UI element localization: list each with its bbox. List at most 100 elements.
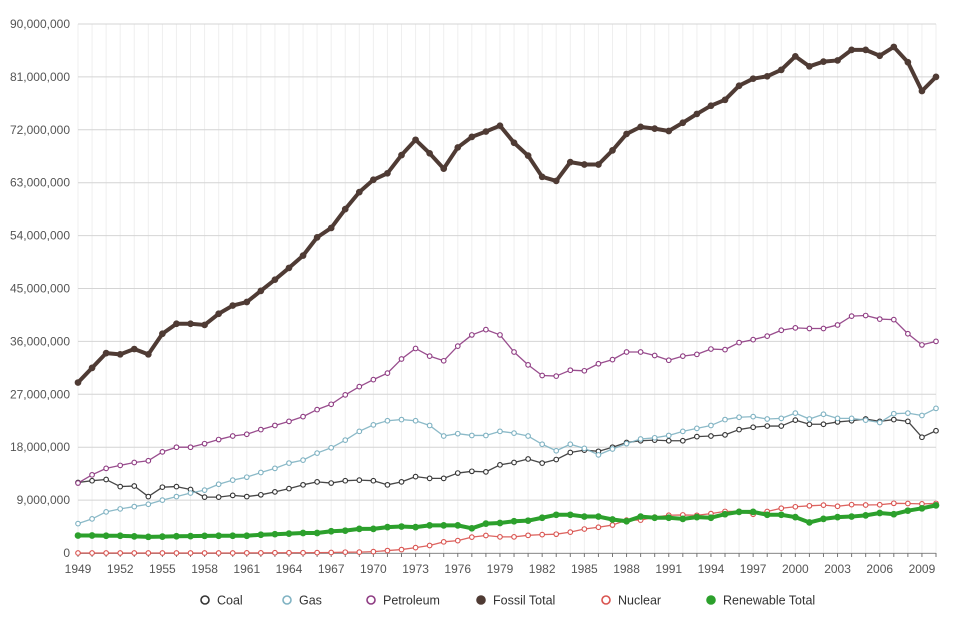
data-point — [285, 530, 293, 537]
data-point — [426, 522, 433, 529]
data-point — [637, 513, 644, 520]
data-point — [538, 173, 546, 181]
data-point — [286, 549, 292, 556]
data-point — [483, 532, 489, 539]
data-point — [159, 484, 166, 491]
data-point — [412, 544, 419, 551]
y-tick-label: 72,000,000 — [10, 123, 70, 137]
data-point — [159, 330, 166, 338]
data-point — [862, 312, 869, 319]
data-point — [384, 169, 391, 177]
data-point — [876, 419, 883, 426]
data-point — [117, 506, 124, 512]
data-point — [440, 522, 448, 529]
data-point — [130, 533, 138, 540]
data-point — [131, 459, 138, 466]
data-point — [454, 144, 462, 151]
data-point — [103, 465, 109, 472]
data-point — [286, 418, 292, 425]
data-point — [566, 511, 574, 519]
legend-marker-icon — [476, 595, 486, 605]
data-point — [890, 510, 898, 518]
data-point — [116, 350, 124, 358]
data-point — [103, 476, 109, 483]
y-tick-label: 18,000,000 — [10, 440, 70, 454]
data-point — [483, 469, 489, 475]
data-point — [454, 343, 461, 349]
data-point — [131, 503, 138, 510]
data-point — [89, 516, 95, 522]
data-point — [834, 503, 841, 510]
data-point — [342, 392, 349, 398]
data-point — [412, 136, 419, 144]
data-point — [229, 492, 236, 499]
data-point — [356, 428, 363, 435]
data-point — [384, 481, 391, 488]
data-point — [539, 460, 546, 466]
data-point — [792, 503, 799, 510]
data-point — [862, 417, 869, 424]
data-point — [862, 502, 869, 508]
data-point — [173, 320, 180, 328]
data-point — [736, 414, 742, 421]
data-point — [567, 529, 574, 535]
data-point — [370, 525, 377, 533]
data-point — [454, 537, 461, 544]
data-point — [637, 349, 644, 355]
y-tick-label: 0 — [63, 546, 70, 560]
data-point — [215, 481, 222, 488]
data-point — [468, 524, 476, 532]
data-point — [764, 416, 771, 422]
data-point — [651, 434, 658, 441]
x-tick-label: 1970 — [360, 562, 387, 576]
data-point — [426, 353, 433, 359]
data-point — [848, 313, 855, 319]
data-point — [890, 43, 898, 51]
y-tick-label: 81,000,000 — [10, 70, 70, 84]
legend-item-renewable-total: Renewable Total — [706, 594, 815, 608]
data-point — [777, 511, 785, 519]
data-point — [384, 417, 391, 424]
data-point — [694, 425, 700, 432]
data-point — [412, 417, 419, 424]
data-point — [679, 353, 686, 359]
data-point — [370, 376, 377, 383]
data-point — [314, 549, 320, 556]
data-point — [581, 526, 588, 532]
data-point — [159, 449, 166, 455]
data-point — [806, 502, 813, 509]
data-point — [510, 139, 518, 147]
y-tick-label: 27,000,000 — [10, 387, 70, 401]
data-point — [173, 550, 180, 556]
x-tick-label: 1991 — [655, 562, 682, 576]
data-point — [271, 276, 279, 284]
data-point — [300, 481, 306, 488]
x-tick-label: 1982 — [529, 562, 556, 576]
x-tick-label: 1967 — [318, 562, 345, 576]
data-point — [384, 523, 391, 531]
legend: Coal Gas Petroleum Fossil Total Nuclear Renew… — [200, 594, 815, 608]
data-point — [145, 501, 152, 508]
legend-marker-icon — [366, 595, 376, 605]
data-point — [511, 459, 517, 466]
data-point — [468, 133, 476, 141]
data-point — [201, 440, 208, 447]
data-point — [201, 321, 208, 329]
data-point — [286, 485, 292, 492]
data-point — [426, 149, 433, 157]
x-tick-label: 1985 — [571, 562, 598, 576]
data-point — [229, 433, 236, 439]
data-point — [173, 483, 180, 490]
legend-item-petroleum: Petroleum — [366, 594, 440, 608]
data-point — [791, 513, 799, 521]
data-point — [497, 332, 503, 338]
data-point — [890, 500, 897, 507]
data-point — [117, 483, 124, 490]
data-point — [918, 87, 926, 95]
data-point — [679, 515, 687, 523]
data-point — [552, 511, 560, 519]
data-point — [665, 437, 672, 444]
data-point — [708, 433, 714, 439]
data-point — [497, 461, 503, 468]
